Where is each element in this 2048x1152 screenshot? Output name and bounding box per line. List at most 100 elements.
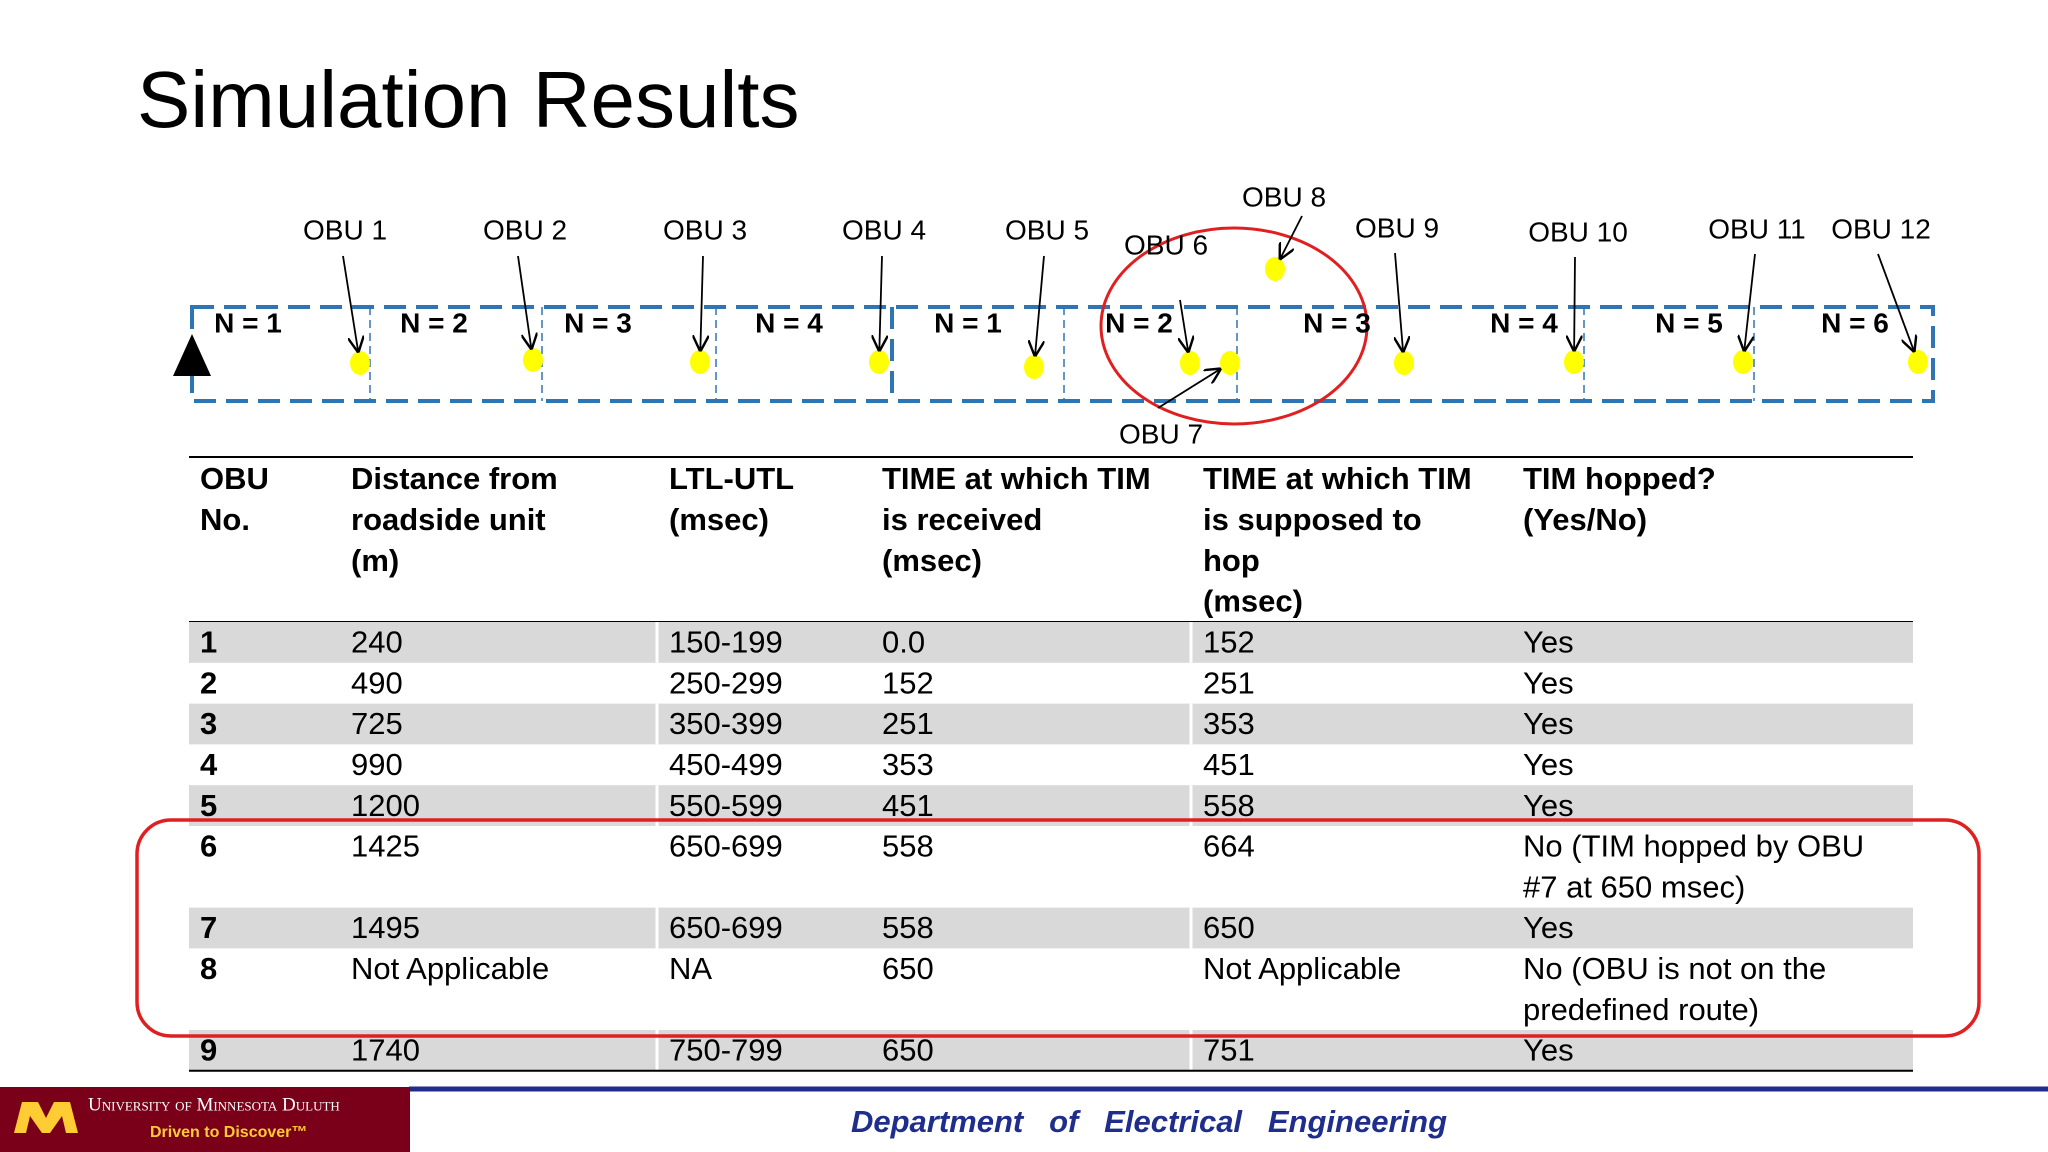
table-cell: 353	[1203, 706, 1255, 741]
obu-dot	[690, 350, 710, 374]
column-header: roadside unit	[351, 502, 546, 537]
table: OBU No. Distance from roadside unit (m) LTL-U…	[189, 456, 1913, 1072]
obu-dot	[1180, 351, 1200, 375]
table-cell: 725	[351, 706, 403, 741]
table-cell: 490	[351, 665, 403, 700]
obu-dot	[1024, 355, 1044, 379]
table-cell: 450-499	[669, 747, 783, 782]
table-cell: NA	[669, 951, 712, 986]
row-number: 4	[200, 747, 218, 782]
table-cell: Yes	[1523, 665, 1574, 700]
table-cell: 350-399	[669, 706, 783, 741]
obu-arrow	[879, 255, 882, 350]
column-header: (msec)	[1203, 584, 1303, 619]
obu-dot	[1220, 351, 1240, 375]
column-header: (msec)	[669, 502, 769, 537]
table-cell: 152	[1203, 625, 1255, 660]
table-cell: Not Applicable	[1203, 951, 1401, 986]
table-cell: 1425	[351, 829, 420, 864]
table-cell: Yes	[1523, 625, 1574, 660]
table-cell: 664	[1203, 829, 1255, 864]
segment-label: N = 2	[1105, 307, 1173, 338]
obu-label: OBU 4	[842, 214, 926, 245]
roadside-unit	[173, 334, 211, 376]
obu-label: OBU 10	[1528, 216, 1628, 247]
obu-dot	[1908, 350, 1928, 374]
table-cell: 751	[1203, 1033, 1255, 1068]
obu-label: OBU 7	[1119, 418, 1203, 449]
table-cell: Yes	[1523, 1033, 1574, 1068]
obu-dot	[350, 351, 370, 375]
obu-arrow	[1877, 253, 1914, 351]
table-cell: 550-599	[669, 788, 783, 823]
obu-label: OBU 12	[1831, 213, 1931, 244]
row-shade	[189, 622, 1913, 663]
table-cell: Yes	[1523, 910, 1574, 945]
table-cell: 152	[882, 665, 934, 700]
table-cell: 451	[1203, 747, 1255, 782]
table-cell: 250-299	[669, 665, 783, 700]
department: Department of Electrical Engineering	[851, 1104, 1447, 1139]
obu-label: OBU 3	[663, 214, 747, 245]
university-name: University of Minnesota Duluth	[88, 1094, 340, 1115]
table-cell: 150-199	[669, 625, 783, 660]
table-cell: predefined route)	[1523, 992, 1759, 1027]
obu-dot	[1265, 257, 1285, 281]
obu-arrow	[342, 255, 358, 351]
logo-mark	[14, 1102, 78, 1133]
column-header: (m)	[351, 543, 399, 578]
obu-label: OBU 2	[483, 214, 567, 245]
table-cell: 1740	[351, 1033, 420, 1068]
tagline: Driven to Discover™	[150, 1124, 307, 1141]
row-number: 1	[200, 625, 217, 660]
obu-label: OBU 8	[1242, 181, 1326, 212]
table-cell: 558	[882, 829, 934, 864]
table-cell: 0.0	[882, 625, 925, 660]
row-number: 8	[200, 951, 217, 986]
table-cell: 650-699	[669, 829, 783, 864]
row-number: 2	[200, 665, 217, 700]
table-cell: 558	[1203, 788, 1255, 823]
obu-arrow	[517, 255, 531, 348]
table-cell: 1495	[351, 910, 420, 945]
row-shade	[189, 703, 1913, 745]
table-cell: Yes	[1523, 706, 1574, 741]
table-cell: Yes	[1523, 788, 1574, 823]
segment-label: N = 1	[934, 307, 1002, 338]
row-number: 7	[200, 910, 217, 945]
table-cell: 650	[1203, 910, 1255, 945]
column-header: hop	[1203, 543, 1260, 578]
obu-arrow	[1395, 252, 1403, 351]
obu-label: OBU 1	[303, 214, 387, 245]
column-header: Distance from	[351, 461, 558, 496]
obu-label: OBU 6	[1124, 229, 1208, 260]
segment-label: N = 5	[1655, 307, 1723, 338]
table-cell: 251	[1203, 665, 1255, 700]
row-number: 6	[200, 829, 217, 864]
column-header: TIME at which TIM	[1203, 461, 1472, 496]
slide-title: Simulation Results	[137, 55, 800, 144]
obu-dot	[869, 350, 889, 374]
column-header: is received	[882, 502, 1042, 537]
column-header: No.	[200, 502, 250, 537]
obu-label: OBU 5	[1005, 214, 1089, 245]
obu-dot	[1564, 350, 1584, 374]
obu-arrow	[1180, 299, 1188, 351]
table-cell: 451	[882, 788, 934, 823]
table-cell: 650	[882, 1033, 934, 1068]
segment-label: N = 6	[1821, 307, 1889, 338]
segment-label: N = 2	[400, 307, 468, 338]
row-number: 9	[200, 1033, 217, 1068]
table-cell: 990	[351, 747, 403, 782]
segment-label: N = 1	[214, 307, 282, 338]
obu-label: OBU 9	[1355, 212, 1439, 243]
table-cell: Yes	[1523, 747, 1574, 782]
obu-dot	[1733, 350, 1753, 374]
column-header: TIME at which TIM	[882, 461, 1151, 496]
segment-label: N = 3	[564, 307, 632, 338]
table-cell: 251	[882, 706, 934, 741]
table-cell: 650	[882, 951, 934, 986]
obu-arrow	[700, 255, 703, 350]
